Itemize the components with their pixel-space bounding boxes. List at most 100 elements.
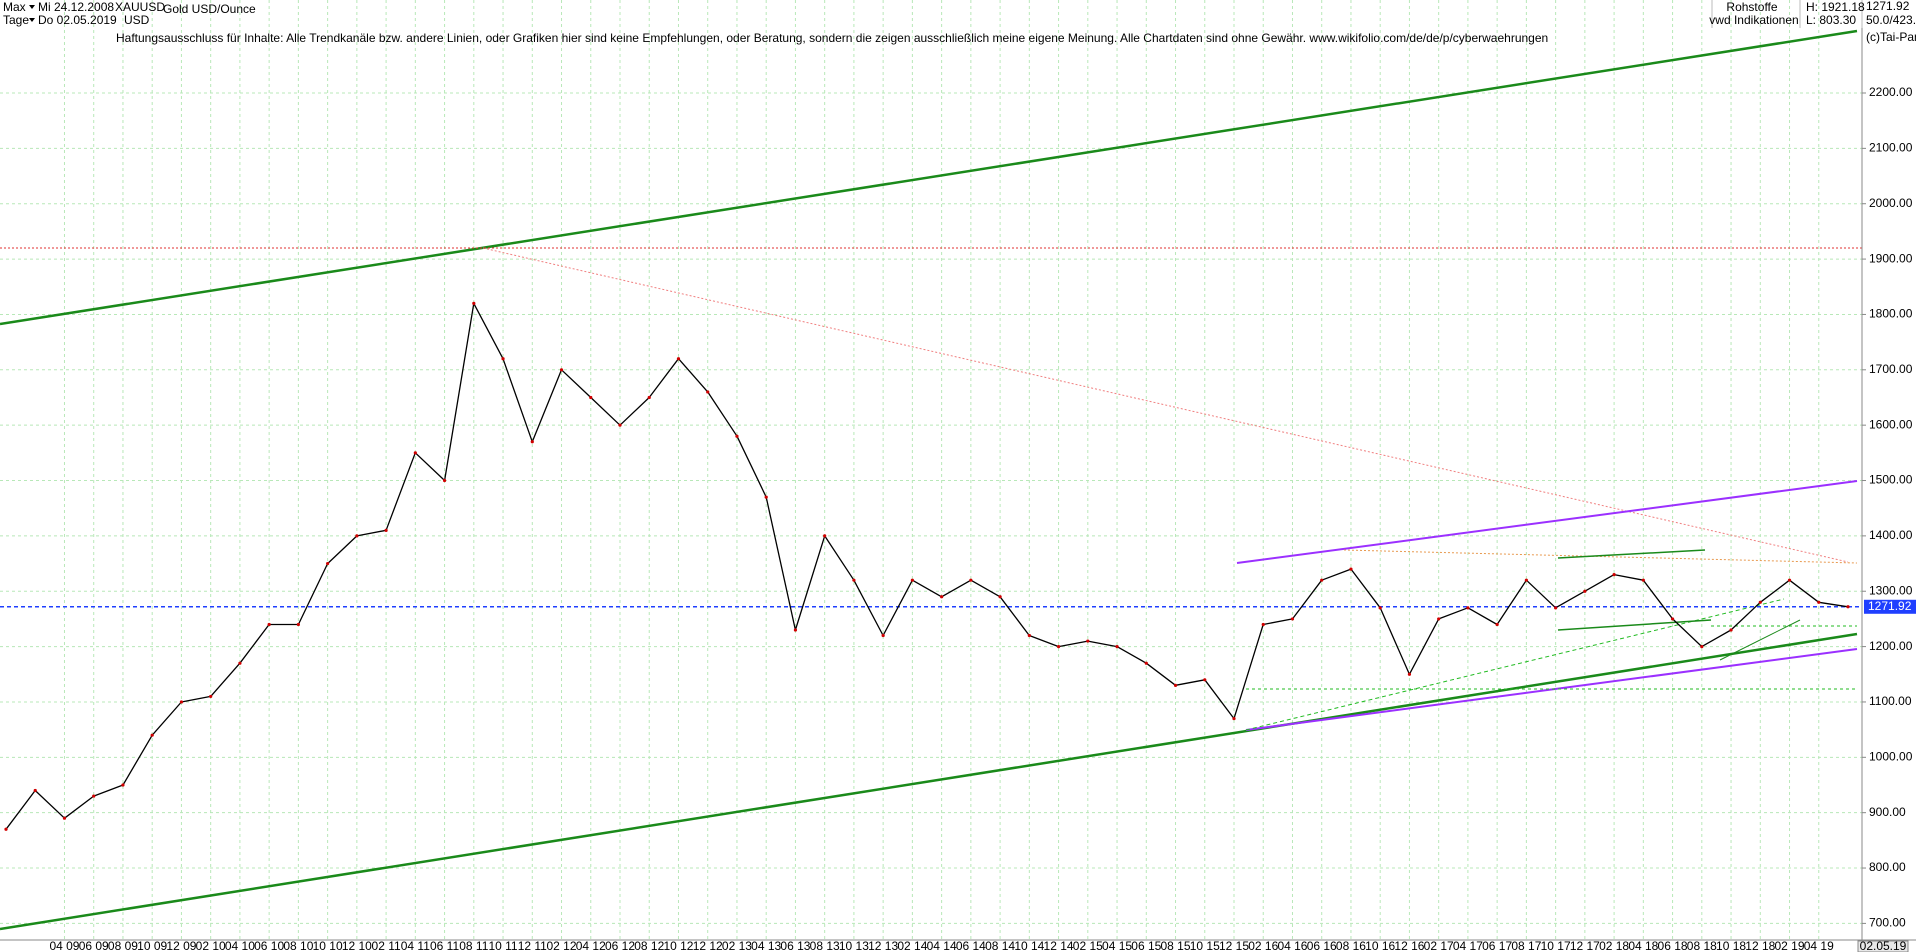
y-tick-label: 1200.00 xyxy=(1869,639,1913,653)
x-tick-label: 10 14 xyxy=(1014,939,1044,952)
price-point xyxy=(1612,573,1616,577)
x-tick-label: 12 09 xyxy=(166,939,196,952)
x-tick-label: 10 09 xyxy=(137,939,167,952)
price-point xyxy=(296,622,300,627)
x-tick-label: 04 14 xyxy=(927,939,957,952)
low: L: 803.30 xyxy=(1806,13,1856,27)
x-tick-label: 04 18 xyxy=(1628,939,1658,952)
y-tick-label: 1100.00 xyxy=(1869,694,1912,708)
x-tick-label: 08 11 xyxy=(459,939,488,952)
price-point xyxy=(559,368,564,372)
price-point xyxy=(1817,600,1821,604)
price-line xyxy=(5,302,1849,830)
price-point xyxy=(1641,578,1645,582)
price-point xyxy=(1144,661,1148,665)
currency: USD xyxy=(124,13,150,27)
price-point xyxy=(1173,683,1178,687)
price-point xyxy=(1378,606,1382,610)
price-point xyxy=(413,451,417,455)
y-tick-label: 1800.00 xyxy=(1869,307,1913,321)
price-point xyxy=(267,622,271,627)
trend-line xyxy=(0,632,1858,931)
price-point xyxy=(150,733,154,737)
x-tick-label: 02.05.19 xyxy=(1860,939,1907,952)
x-tick-label: 04 16 xyxy=(1277,939,1307,952)
x-tick-label: 06 14 xyxy=(956,939,986,952)
price-point xyxy=(1787,578,1792,582)
trend-line xyxy=(1236,480,1858,564)
price-point xyxy=(62,816,67,820)
price-point xyxy=(472,301,476,305)
x-tick-label: 12 16 xyxy=(1394,939,1424,952)
price-point xyxy=(1670,617,1675,621)
price-point xyxy=(764,495,768,499)
x-tick-label: 06 11 xyxy=(430,939,459,952)
price-point xyxy=(179,700,184,704)
price-point xyxy=(998,595,1002,599)
price-point xyxy=(1320,578,1324,582)
scale: 50.0/423.9 xyxy=(1866,13,1916,27)
price-point xyxy=(1203,678,1207,682)
price-point xyxy=(1554,606,1558,610)
x-tick-box xyxy=(1857,940,1909,952)
price-point xyxy=(1583,589,1587,593)
x-tick-label: 06 17 xyxy=(1482,939,1512,952)
price-point xyxy=(92,794,96,798)
price-point xyxy=(355,534,359,538)
x-tick-label: 02 13 xyxy=(722,939,752,952)
x-tick-label: 12 13 xyxy=(868,939,898,952)
price-point xyxy=(4,827,8,831)
y-tick-label: 1000.00 xyxy=(1869,749,1913,763)
trend-line xyxy=(1557,619,1712,631)
x-tick-label: 04 12 xyxy=(576,939,606,952)
x-tick-label: 12 17 xyxy=(1570,939,1600,952)
price-point xyxy=(589,395,593,400)
price-point xyxy=(530,440,534,444)
price-point xyxy=(706,390,710,394)
price-point xyxy=(1846,605,1850,609)
trend-line xyxy=(1557,549,1706,559)
price-point xyxy=(910,578,914,582)
price-point xyxy=(1495,622,1499,627)
x-tick-label: 02 15 xyxy=(1073,939,1103,952)
y-tick-label: 700.00 xyxy=(1869,916,1906,930)
symbol: XAUUSD xyxy=(115,0,165,14)
x-tick-label: 12 10 xyxy=(342,939,372,952)
x-tick-label: 04 11 xyxy=(401,939,430,952)
source: vwd Indikationen xyxy=(1709,13,1798,27)
x-tick-label: 10 16 xyxy=(1365,939,1395,952)
x-tick-label: 06 12 xyxy=(605,939,635,952)
price-point xyxy=(1524,578,1528,582)
price-point xyxy=(969,578,973,582)
dropdown-icon[interactable] xyxy=(29,18,35,22)
y-tick-label: 1500.00 xyxy=(1869,473,1913,487)
x-tick-label: 02 10 xyxy=(196,939,226,952)
x-tick-label: 06 10 xyxy=(254,939,284,952)
trend-line xyxy=(1719,619,1801,661)
y-tick-label: 800.00 xyxy=(1869,860,1906,874)
y-tick-label: 2000.00 xyxy=(1869,196,1913,210)
y-tick-label: 900.00 xyxy=(1869,805,1906,819)
x-tick-label: 02 18 xyxy=(1599,939,1629,952)
x-tick-label: 04 17 xyxy=(1453,939,1483,952)
y-tick-label: 1400.00 xyxy=(1869,528,1913,542)
grid xyxy=(0,0,1862,940)
price-point xyxy=(881,633,885,638)
x-tick-label: 10 13 xyxy=(839,939,869,952)
current-price-label: 1271.92 xyxy=(1868,599,1912,613)
x-tick-label: 02 16 xyxy=(1248,939,1278,952)
x-tick-label: 04 15 xyxy=(1102,939,1132,952)
y-tick-label: 1300.00 xyxy=(1869,583,1913,597)
price-point xyxy=(676,357,681,361)
market: Rohstoffe xyxy=(1726,0,1777,14)
interval: Tage xyxy=(3,13,29,27)
price-point xyxy=(647,395,651,400)
price-point xyxy=(1700,644,1704,649)
x-tick-label: 06 18 xyxy=(1658,939,1688,952)
x-tick-label: 08 12 xyxy=(634,939,664,952)
price-point xyxy=(1729,628,1733,632)
dropdown-icon[interactable] xyxy=(29,5,35,9)
price-point xyxy=(1027,633,1031,638)
